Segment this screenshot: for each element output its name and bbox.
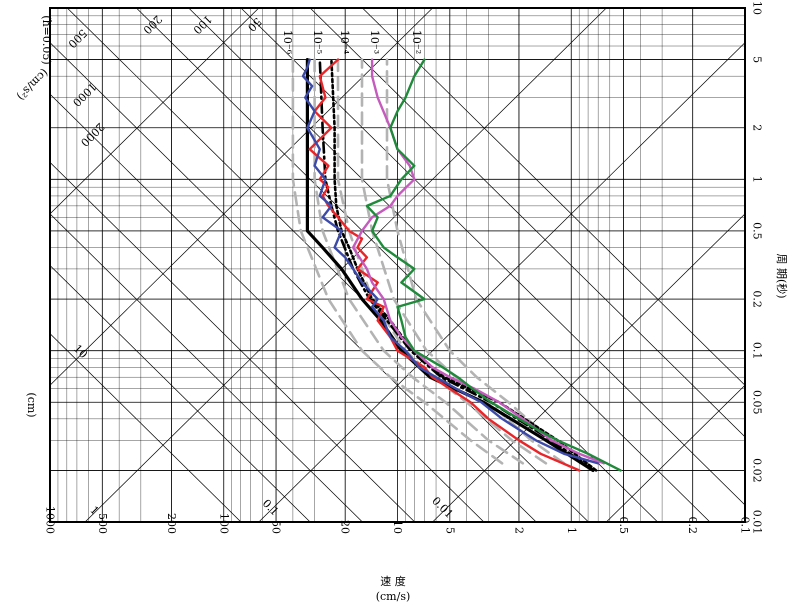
velocity-tick-label: 0.5: [617, 517, 630, 535]
period-tick-label: 0.2: [751, 290, 764, 308]
velocity-tick-label: 0.1: [739, 517, 752, 535]
acceleration-unit-label: (cm/s²): [14, 66, 51, 103]
velocity-tick-label: 50: [270, 520, 283, 534]
velocity-tick-label: 10: [391, 520, 404, 534]
period-tick-label: 0.5: [751, 222, 764, 240]
acceleration-diagonal: [66, 8, 589, 522]
velocity-tick-label: 20: [339, 520, 352, 534]
series-line-6: [365, 58, 622, 472]
plot-frame: [49, 7, 746, 523]
velocity-tick-label: 500: [96, 513, 109, 534]
acceleration-diagonal: [50, 161, 416, 522]
exceedance-label: 10⁻⁵: [311, 30, 324, 54]
velocity-tick-label: 5: [443, 527, 456, 534]
acceleration-diagonal: [135, 8, 659, 522]
displacement-tick-label: 0.1: [260, 497, 282, 519]
displacement-diagonal: [50, 8, 260, 215]
period-tick-label: 1: [751, 176, 764, 183]
series-line-4: [301, 58, 600, 465]
period-tick-label: 0.05: [751, 390, 764, 415]
series-line-11: [385, 58, 585, 465]
period-tick-label: 2: [751, 124, 764, 131]
series-line-0: [305, 58, 595, 472]
damping-label: (h=0.05): [40, 15, 53, 64]
period-tick-label: 0.1: [751, 342, 764, 360]
period-axis-label: 周 期(秒): [775, 253, 789, 298]
period-tick-label: 0.02: [751, 458, 764, 483]
acceleration-diagonal: [50, 42, 537, 522]
acceleration-tick-label: 1000: [70, 80, 99, 109]
velocity-unit-label: (cm/s): [376, 590, 411, 603]
displacement-tick-label: 0.01: [429, 494, 456, 521]
displacement-diagonal: [84, 8, 607, 522]
series-line-10: [360, 58, 566, 465]
acceleration-tick-label: 100: [190, 12, 214, 36]
acceleration-diagonal: [240, 8, 745, 506]
exceedance-label: 10⁻²: [410, 30, 423, 54]
acceleration-tick-label: 50: [245, 15, 264, 34]
acceleration-diagonal: [50, 93, 485, 522]
displacement-diagonal: [50, 8, 434, 386]
acceleration-diagonal: [50, 213, 363, 522]
displacement-unit-label: (cm): [25, 392, 38, 417]
displacement-diagonal: [605, 384, 745, 522]
acceleration-diagonal: [50, 333, 242, 522]
acceleration-tick-label: 500: [65, 26, 89, 50]
tripartite-diagonal-grid: [50, 8, 745, 522]
tick-labels: 0.01 0.02 0.05 0.1 0.2 0.5 1 2 5 10 0.1 0.2 0.5 1 2 5 10…: [44, 1, 764, 534]
velocity-tick-label: 2: [512, 527, 525, 534]
series-lines: [291, 58, 622, 472]
series-line-5: [351, 58, 605, 465]
acceleration-diagonal: [361, 8, 745, 386]
exceedance-label: 10⁻⁴: [338, 30, 351, 55]
series-line-7: [291, 58, 504, 465]
period-tick-label: 10: [751, 1, 764, 15]
velocity-axis-label: 速 度: [380, 574, 406, 588]
velocity-tick-label: 1000: [44, 506, 57, 534]
acceleration-diagonal: [50, 264, 311, 522]
series-line-1: [330, 58, 598, 472]
displacement-tick-label: 10: [71, 342, 90, 361]
velocity-tick-label: 100: [217, 513, 230, 534]
velocity-tick-label: 0.2: [686, 517, 699, 535]
series-line-9: [336, 58, 548, 465]
exceedance-label: 10⁻⁶: [281, 30, 294, 55]
acceleration-diagonal: [188, 8, 711, 522]
period-tick-label: 0.01: [751, 510, 764, 535]
velocity-tick-label: 200: [165, 513, 178, 534]
period-tick-label: 5: [751, 56, 764, 63]
velocity-tick-label: 1: [565, 527, 578, 534]
exceedance-label: 10⁻³: [368, 30, 381, 54]
series-line-3: [308, 58, 581, 472]
